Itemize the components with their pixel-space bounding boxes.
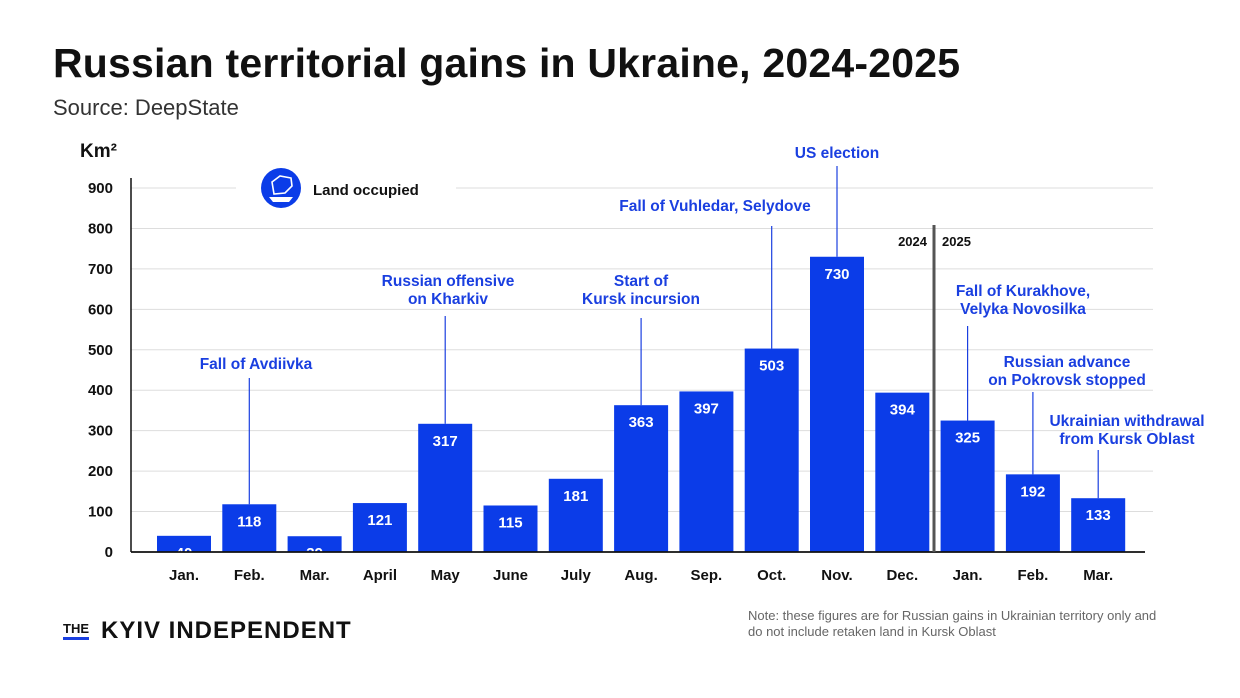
value-label-11: 394 xyxy=(890,402,916,419)
x-tick-label-14: Mar. xyxy=(1083,567,1113,584)
chart-source: Source: DeepState xyxy=(53,95,239,120)
bar-6 xyxy=(548,478,603,552)
value-label-2: 39 xyxy=(306,545,323,562)
x-tick-label-9: Oct. xyxy=(757,567,786,584)
bar-8 xyxy=(679,391,734,552)
value-label-13: 192 xyxy=(1020,483,1045,500)
annotation-text-1-0: Russian offensive xyxy=(382,273,515,290)
annotation-text-0-0: Fall of Avdiivka xyxy=(200,356,313,373)
y-tick-label-400: 400 xyxy=(88,382,113,399)
y-tick-label-800: 800 xyxy=(88,220,113,237)
x-tick-label-8: Sep. xyxy=(691,567,723,584)
x-tick-label-11: Dec. xyxy=(886,567,918,584)
x-tick-label-7: Aug. xyxy=(624,567,657,584)
x-tick-label-2: Mar. xyxy=(300,567,330,584)
x-tick-label-12: Jan. xyxy=(953,567,983,584)
logo-name: KYIV INDEPENDENT xyxy=(101,617,352,644)
y-tick-label-500: 500 xyxy=(88,342,113,359)
bar-1 xyxy=(222,504,277,552)
bar-14 xyxy=(1071,498,1126,552)
chart-title: Russian territorial gains in Ukraine, 20… xyxy=(53,40,961,86)
legend: Land occupied xyxy=(261,168,419,208)
y-tick-label-0: 0 xyxy=(105,544,113,561)
annotation-text-6-1: on Pokrovsk stopped xyxy=(988,372,1146,389)
annotation-text-5-0: Fall of Kurakhove, xyxy=(956,283,1090,300)
bar-13 xyxy=(1005,474,1060,552)
value-label-10: 730 xyxy=(824,266,849,283)
annotation-text-2-0: Start of xyxy=(614,273,669,290)
bars xyxy=(157,256,1126,552)
x-axis-ticks: Jan. Feb. Mar. April May June July Aug. Sep. Oct.… xyxy=(169,567,1113,584)
value-label-14: 133 xyxy=(1086,507,1111,524)
annotation-text-7-1: from Kursk Oblast xyxy=(1059,431,1194,448)
year-divider: 2024 2025 xyxy=(898,225,971,552)
legend-label: Land occupied xyxy=(313,182,419,199)
x-tick-label-5: June xyxy=(493,567,528,584)
y-tick-label-100: 100 xyxy=(88,504,113,521)
y-tick-label-200: 200 xyxy=(88,463,113,480)
annotation-text-1-1: on Kharkiv xyxy=(408,291,488,308)
bar-2 xyxy=(287,536,342,552)
gridlines xyxy=(131,165,1153,513)
footnote: Note: these figures are for Russian gain… xyxy=(748,608,1157,639)
bar-5 xyxy=(483,505,538,552)
y-axis-ticks: 0 100 200 300 400 500 600 700 800 900 xyxy=(88,180,113,561)
y-tick-label-900: 900 xyxy=(88,180,113,197)
value-label-8: 397 xyxy=(694,400,719,417)
y-tick-label-600: 600 xyxy=(88,301,113,318)
annotation-text-5-1: Velyka Novosilka xyxy=(960,301,1086,318)
annotation-text-2-1: Kursk incursion xyxy=(582,291,700,308)
bar-3 xyxy=(352,503,407,552)
map-icon xyxy=(261,168,301,208)
value-label-4: 317 xyxy=(433,433,458,450)
bar-12 xyxy=(940,420,995,552)
value-label-7: 363 xyxy=(629,414,654,431)
x-tick-label-6: July xyxy=(561,567,592,584)
x-tick-label-3: April xyxy=(363,567,397,584)
bar-0 xyxy=(157,535,211,552)
year-label-2024: 2024 xyxy=(898,234,928,249)
value-label-6: 181 xyxy=(563,488,588,505)
annotation-text-7-0: Ukrainian withdrawal xyxy=(1049,413,1204,430)
annotation-text-3-0: Fall of Vuhledar, Selydove xyxy=(619,198,811,215)
annotation-text-4-0: US election xyxy=(795,145,879,162)
value-label-1: 118 xyxy=(237,513,261,530)
x-tick-label-13: Feb. xyxy=(1017,567,1048,584)
bar-10 xyxy=(810,256,864,552)
x-tick-label-1: Feb. xyxy=(234,567,265,584)
value-label-5: 115 xyxy=(498,514,522,531)
y-tick-label-700: 700 xyxy=(88,261,113,278)
bar-4 xyxy=(418,423,473,552)
bar-9 xyxy=(744,348,799,552)
bar-7 xyxy=(614,405,669,552)
value-labels: 40 118 39 121 317 115 181 363 397 503 730 394 325 192… xyxy=(176,266,1111,562)
bar-11 xyxy=(875,392,930,552)
value-label-0: 40 xyxy=(176,545,193,562)
x-tick-label-4: May xyxy=(431,567,461,584)
annotation-text-6-0: Russian advance xyxy=(1004,354,1131,371)
y-axis-unit-label: Km² xyxy=(80,141,117,162)
logo-the: THE xyxy=(63,622,89,640)
y-tick-label-300: 300 xyxy=(88,423,113,440)
value-label-9: 503 xyxy=(759,358,784,375)
value-label-12: 325 xyxy=(955,430,980,447)
value-label-3: 121 xyxy=(367,512,392,529)
x-tick-label-0: Jan. xyxy=(169,567,199,584)
year-label-2025: 2025 xyxy=(942,234,971,249)
publisher-logo: THE KYIV INDEPENDENT xyxy=(63,617,352,645)
x-tick-label-10: Nov. xyxy=(821,567,852,584)
